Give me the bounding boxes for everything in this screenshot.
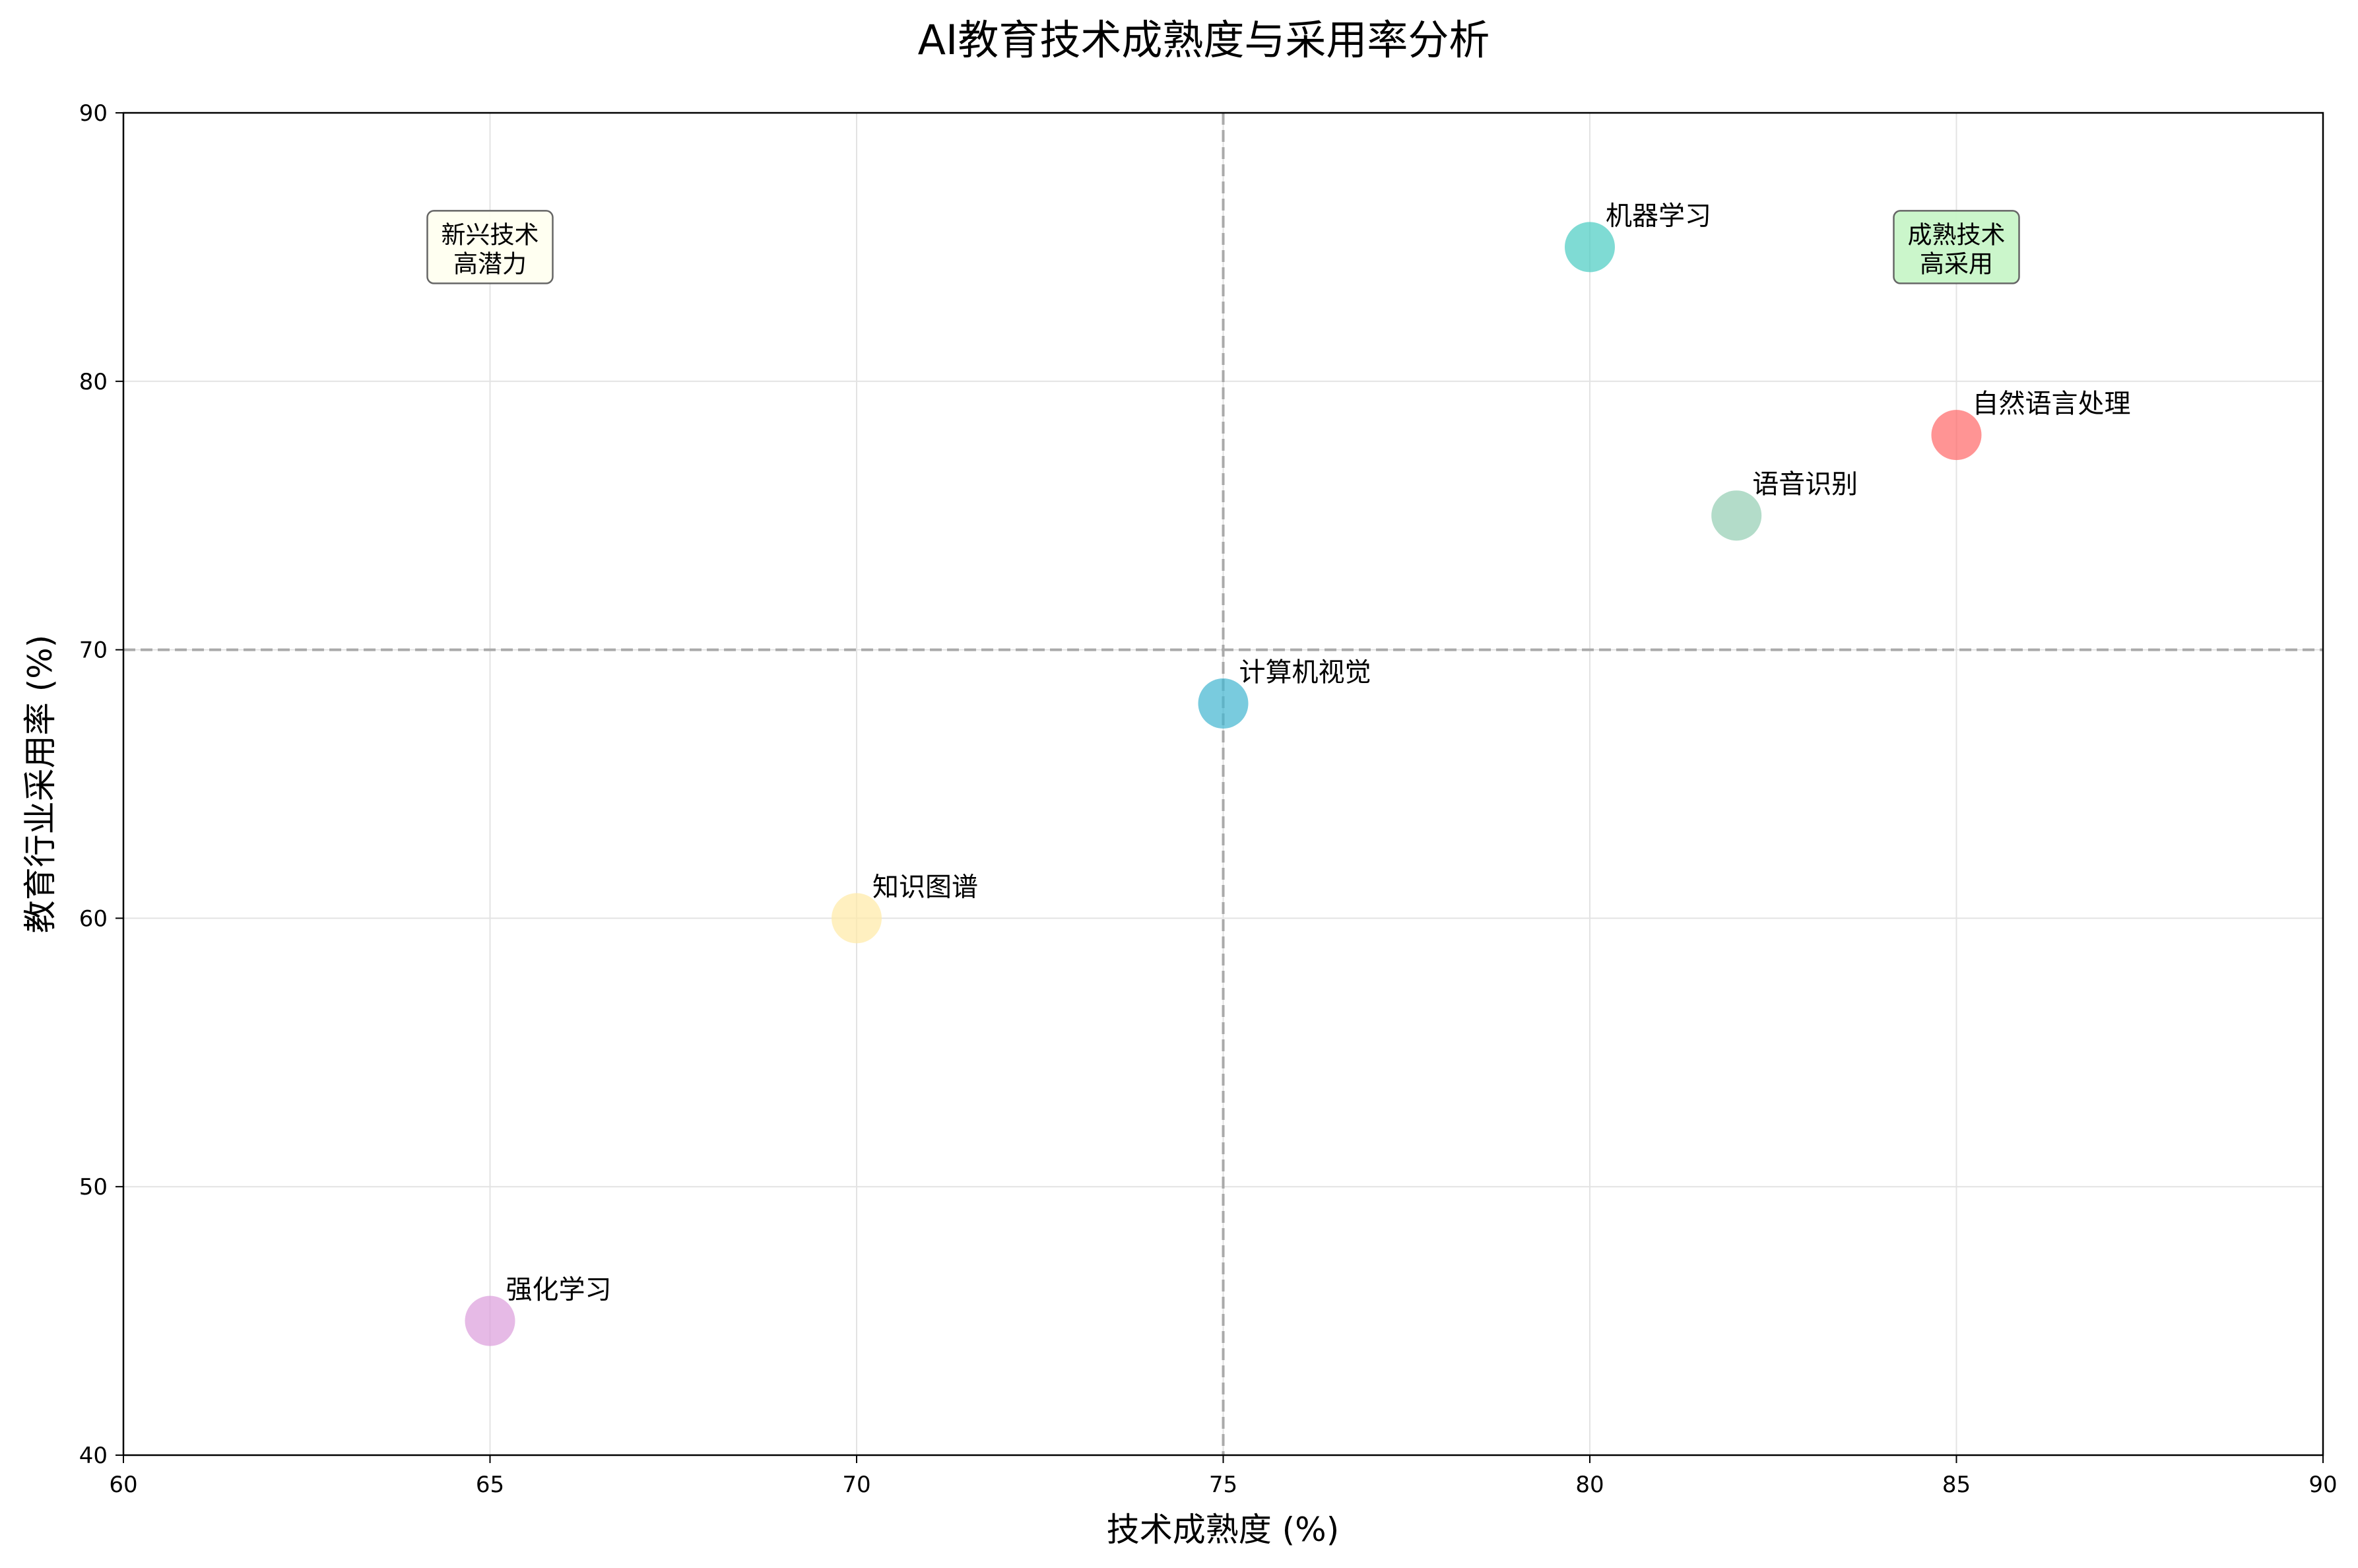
y-axis-title: 教育行业采用率 (%) [21,635,59,933]
y-tick-label: 80 [79,369,108,395]
x-tick-label: 80 [1575,1472,1604,1498]
annotation-text: 成熟技术 [1908,220,2006,249]
annotation-text: 新兴技术 [442,220,539,249]
x-tick-label: 60 [109,1472,137,1498]
point-label: 知识图谱 [872,872,978,902]
data-point [1565,222,1615,273]
x-tick-label: 90 [2309,1472,2337,1498]
y-tick-label: 50 [79,1174,108,1200]
x-tick-label: 85 [1942,1472,1971,1498]
annotation-box [1893,210,2020,284]
reference-lines [123,113,2323,1455]
point-label: 自然语言处理 [1973,389,2131,419]
y-tick-label: 60 [79,905,108,932]
x-tick-label: 70 [842,1472,870,1498]
data-point [832,893,882,944]
x-axis-title: 技术成熟度 (%) [1107,1511,1339,1549]
annotation-text: 高潜力 [453,249,527,278]
chart-title: AI教育技术成熟度与采用率分析 [918,16,1490,64]
data-points [465,222,1982,1346]
data-point [1711,490,1762,541]
axes: 60 65 70 75 80 85 90 40 50 60 70 80 90 [79,100,2338,1498]
x-tick-label: 65 [476,1472,504,1498]
x-tick-label: 75 [1209,1472,1237,1498]
point-label: 语音识别 [1752,469,1858,500]
annotation-box [426,210,554,284]
point-label: 计算机视觉 [1239,657,1371,688]
data-point [1931,410,1982,461]
data-point [1198,678,1249,729]
point-label: 机器学习 [1606,201,1711,231]
point-label: 强化学习 [506,1275,612,1305]
y-tick-label: 70 [79,637,108,664]
y-tick-label: 90 [79,100,108,127]
y-tick-label: 40 [79,1443,108,1469]
annotation-text: 高采用 [1920,249,1993,278]
data-point [465,1295,515,1346]
